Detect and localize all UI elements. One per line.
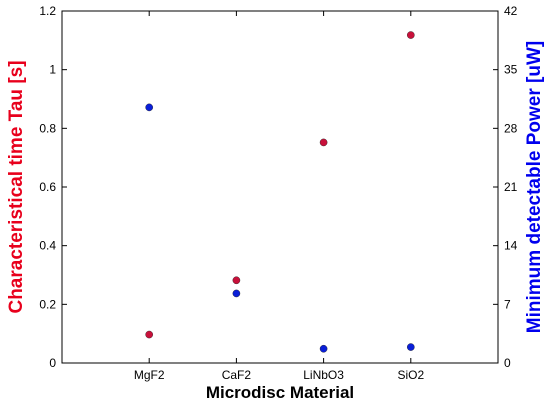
- data-point-left: [145, 330, 153, 339]
- left-tick-label: 1.2: [39, 4, 56, 18]
- x-axis-title: Microdisc Material: [206, 383, 354, 402]
- data-point-right: [406, 343, 415, 351]
- right-tick-label: 28: [504, 121, 518, 135]
- data-point-left: [406, 31, 415, 39]
- data-point-right: [145, 103, 153, 112]
- x-tick-label: SiO2: [397, 368, 424, 382]
- right-axis-ticks: 0 7 14 21 28 35 42: [493, 4, 518, 370]
- left-tick-label: 1: [49, 63, 56, 77]
- left-tick-label: 0.6: [39, 180, 56, 194]
- right-tick-label: 7: [504, 297, 511, 311]
- x-tick-label: CaF2: [222, 368, 252, 382]
- left-axis-ticks: 0 0.2 0.4 0.6 0.8 1 1.2: [39, 4, 67, 370]
- data-point-left: [232, 276, 241, 285]
- data-point-right: [319, 344, 328, 353]
- left-tick-label: 0: [49, 356, 56, 370]
- right-tick-label: 0: [504, 356, 511, 370]
- left-axis-title: Characteristical time Tau [s]: [6, 60, 27, 313]
- left-tick-label: 0.8: [39, 121, 56, 135]
- data-points: [145, 31, 415, 353]
- data-point-left: [319, 138, 328, 147]
- plot-area: [61, 10, 499, 364]
- data-point-right: [232, 289, 241, 298]
- right-tick-label: 21: [504, 180, 518, 194]
- x-tick-label: LiNbO3: [303, 368, 344, 382]
- left-tick-label: 0.4: [39, 239, 56, 253]
- x-axis-ticks: MgF2 CaF2 LiNbO3 SiO2: [134, 11, 424, 382]
- left-tick-label: 0.2: [39, 297, 56, 311]
- right-tick-label: 42: [504, 4, 518, 18]
- right-tick-label: 14: [504, 239, 518, 253]
- right-tick-label: 35: [504, 63, 518, 77]
- right-axis-title: Minimum detectable Power [uW]: [524, 41, 545, 333]
- x-tick-label: MgF2: [134, 368, 165, 382]
